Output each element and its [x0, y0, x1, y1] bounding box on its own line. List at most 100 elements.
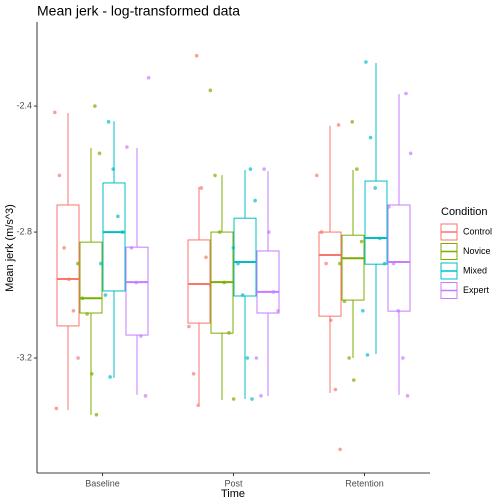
point [342, 299, 347, 304]
box [79, 241, 103, 314]
point [338, 447, 342, 452]
point [401, 356, 405, 360]
legend-label: Novice [463, 246, 491, 256]
point [405, 394, 410, 398]
box [102, 182, 126, 292]
y-tick-label: -2.4 [16, 100, 32, 110]
point [93, 104, 97, 108]
point [355, 167, 359, 171]
point [338, 261, 342, 266]
point [196, 403, 201, 408]
point [129, 246, 134, 250]
point [199, 186, 204, 190]
point [76, 261, 80, 266]
point [404, 91, 408, 96]
point [97, 151, 102, 156]
box [341, 234, 365, 301]
chart-title: Mean jerk - log-transformed data [37, 3, 240, 19]
point [231, 246, 236, 250]
point [262, 167, 266, 171]
box [233, 217, 257, 297]
point [336, 123, 341, 127]
y-tick-label: -3.2 [16, 352, 32, 362]
point [111, 167, 116, 171]
point [250, 397, 254, 401]
point [94, 412, 99, 417]
point [351, 378, 356, 382]
point [85, 312, 89, 316]
point [382, 261, 387, 266]
point [248, 167, 253, 171]
box [56, 204, 80, 327]
point [319, 230, 324, 234]
point [116, 214, 120, 219]
point [347, 356, 351, 360]
box [125, 246, 149, 336]
point [54, 406, 59, 411]
point [240, 293, 245, 297]
point [89, 371, 94, 376]
point [217, 230, 222, 234]
point [71, 309, 76, 313]
x-tick-label: Baseline [85, 478, 120, 488]
point [125, 145, 129, 149]
point [387, 205, 391, 209]
point [368, 135, 373, 140]
point [276, 309, 280, 313]
point [365, 353, 370, 357]
point [373, 186, 378, 190]
legend-label: Control [463, 226, 492, 236]
point [253, 198, 257, 203]
point [315, 173, 319, 178]
point [391, 261, 396, 266]
point [254, 356, 259, 360]
point [80, 296, 85, 301]
point [231, 397, 236, 401]
point [187, 324, 191, 329]
point [66, 277, 71, 282]
point [57, 173, 62, 178]
point [103, 293, 108, 297]
point [259, 394, 263, 398]
legend-title: Condition [441, 206, 487, 218]
point [364, 60, 368, 64]
point [396, 309, 401, 313]
x-axis-label: Time [221, 488, 245, 500]
point [53, 110, 57, 115]
point [227, 331, 231, 335]
point [146, 75, 151, 80]
point [62, 246, 66, 250]
point [236, 261, 240, 266]
point [324, 261, 328, 266]
point [76, 356, 80, 360]
point [333, 387, 338, 392]
point [271, 290, 276, 294]
point [350, 120, 355, 124]
point [361, 309, 365, 313]
box [387, 204, 411, 312]
point [204, 255, 208, 260]
box [256, 250, 280, 314]
point [106, 120, 111, 124]
point [222, 280, 227, 285]
point [408, 151, 413, 156]
point [213, 173, 217, 178]
legend-label: Mixed [463, 265, 487, 275]
point [143, 394, 148, 398]
x-tick-label: Post [224, 478, 243, 488]
point [208, 88, 213, 93]
point [359, 239, 364, 244]
y-axis-label: Mean jerk (m/s^3) [4, 204, 16, 292]
point [139, 334, 143, 338]
point [266, 230, 271, 234]
box [318, 231, 342, 317]
point [134, 280, 139, 285]
x-tick-label: Retention [345, 478, 384, 488]
point [120, 230, 125, 234]
point [99, 261, 103, 266]
point [245, 356, 250, 360]
point [108, 375, 112, 379]
box [187, 239, 211, 324]
point [191, 371, 196, 376]
